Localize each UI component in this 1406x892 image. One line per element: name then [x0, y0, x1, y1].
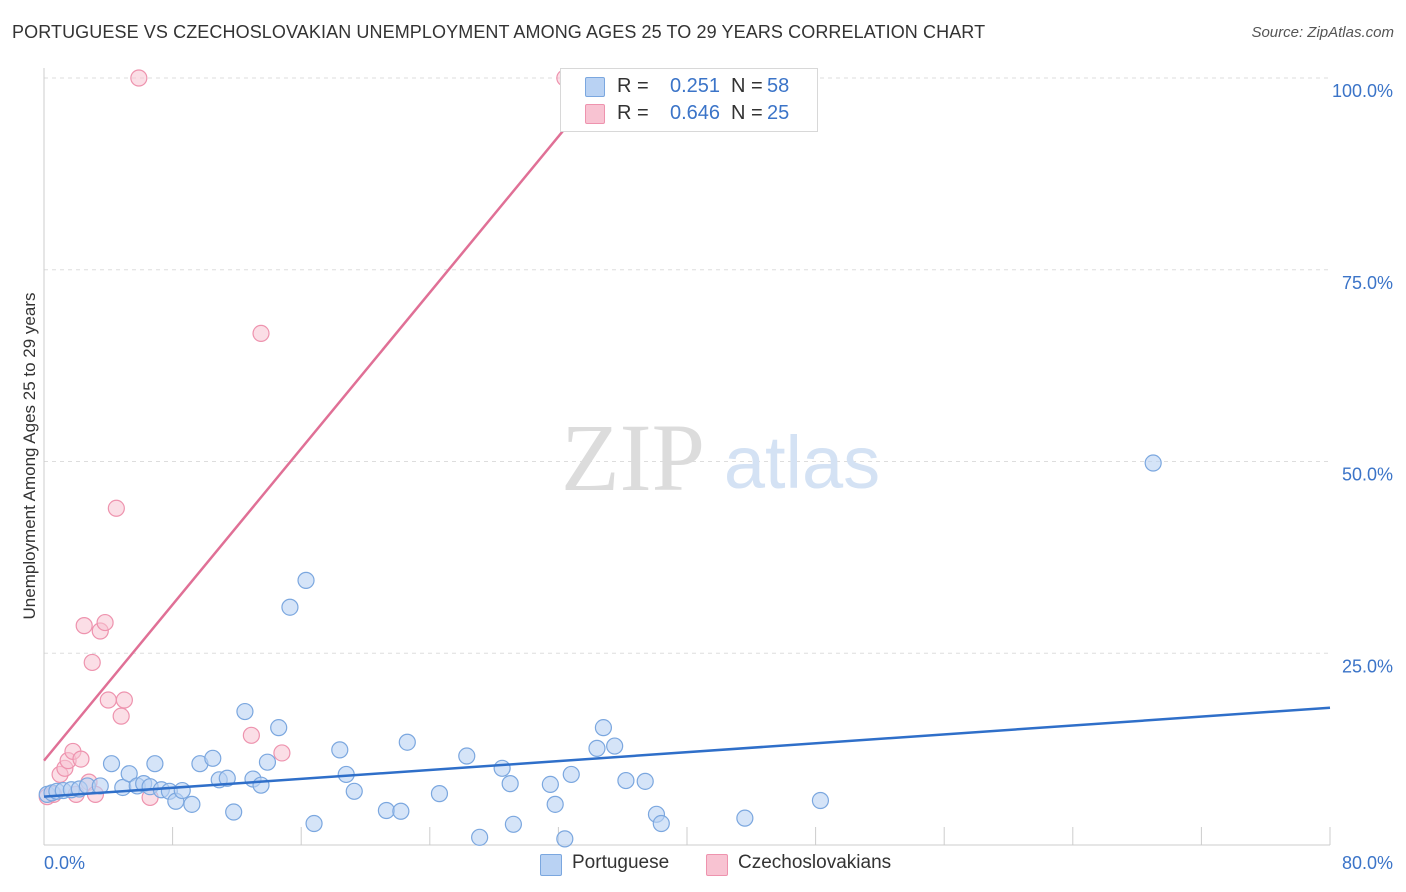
portuguese-point	[556, 830, 574, 848]
portuguese-point	[120, 765, 138, 783]
portuguese-point	[541, 775, 559, 794]
czech-points	[38, 69, 574, 807]
portuguese-point	[504, 815, 522, 833]
trend-lines	[43, 77, 1331, 798]
portuguese-point	[546, 795, 564, 813]
n-label: N =	[731, 102, 763, 124]
r-value: 0.646	[669, 102, 721, 124]
y-tick-label: 100.0%	[1332, 81, 1393, 101]
portuguese-points	[38, 454, 1162, 848]
portuguese-point	[736, 809, 754, 827]
x-tick-label: 0.0%	[44, 853, 85, 873]
r-label: R =	[617, 75, 649, 97]
portuguese-trend-line	[43, 706, 1331, 798]
y-tick-label: 50.0%	[1342, 465, 1393, 485]
portuguese-point	[594, 719, 613, 737]
axes	[43, 68, 1331, 846]
czech-point	[130, 69, 148, 87]
czech-point	[242, 726, 260, 744]
czech-point	[99, 691, 117, 709]
watermark: ZIP atlas	[561, 404, 880, 511]
portuguese-point	[305, 814, 323, 833]
portuguese-point	[102, 755, 121, 773]
x-tick-label: 80.0%	[1342, 853, 1393, 873]
portuguese-point	[270, 719, 288, 737]
portuguese-point	[430, 785, 449, 803]
portuguese-point	[183, 795, 201, 813]
portuguese-point	[398, 733, 416, 751]
czech-point	[115, 691, 133, 709]
portuguese-point	[588, 739, 606, 757]
r-label: R =	[617, 102, 649, 124]
watermark-zip: ZIP	[561, 404, 705, 511]
portuguese-point	[204, 749, 222, 767]
n-label: N =	[731, 75, 763, 97]
portuguese-point	[236, 702, 254, 721]
portuguese-point	[377, 801, 395, 820]
portuguese-point	[652, 814, 670, 833]
portuguese-point	[493, 759, 511, 777]
grid-lines	[44, 77, 1330, 654]
czech-trend-line	[43, 77, 608, 762]
portuguese-point	[345, 782, 363, 800]
tick-labels: 25.0% 50.0% 75.0% 100.0% 0.0% 80.0%	[44, 81, 1393, 873]
portuguese-point	[258, 753, 277, 771]
portuguese-point	[331, 741, 349, 759]
watermark-atlas: atlas	[724, 421, 880, 504]
czech-legend-swatch	[706, 854, 728, 876]
portuguese-point	[146, 755, 164, 773]
portuguese-swatch	[585, 77, 605, 97]
czech-legend-label: Czechoslovakians	[738, 852, 892, 873]
portuguese-point	[252, 776, 270, 794]
correlation-legend: R = 0.251 N = 58 R = 0.646 N = 25	[560, 68, 818, 132]
czech-point	[96, 613, 114, 632]
chart-title: PORTUGUESE VS CZECHOSLOVAKIAN UNEMPLOYME…	[12, 22, 986, 42]
czech-point	[72, 750, 90, 768]
n-value: 58	[767, 75, 790, 97]
y-axis-label: Unemployment Among Ages 25 to 29 years	[20, 292, 39, 620]
source-credit: Source: ZipAtlas.com	[1251, 24, 1394, 41]
portuguese-point	[458, 747, 476, 765]
portuguese-point	[218, 769, 236, 787]
r-value: 0.251	[669, 75, 721, 97]
portuguese-point	[225, 803, 243, 821]
czech-point	[273, 744, 291, 762]
portuguese-point	[281, 598, 299, 616]
portuguese-point	[636, 772, 654, 790]
portuguese-point	[606, 737, 624, 755]
portuguese-point	[811, 791, 830, 810]
czech-point	[75, 617, 93, 635]
czech-swatch	[585, 104, 605, 124]
portuguese-point	[173, 781, 191, 800]
portuguese-point	[562, 765, 580, 784]
portuguese-point	[471, 828, 489, 846]
portuguese-point	[1144, 454, 1162, 472]
czech-point	[252, 324, 270, 343]
czech-point	[83, 653, 101, 672]
n-value: 25	[767, 102, 790, 124]
portuguese-point	[617, 771, 635, 790]
czech-point	[107, 499, 125, 517]
portuguese-legend-label: Portuguese	[572, 852, 670, 873]
y-tick-label: 75.0%	[1342, 273, 1393, 293]
portuguese-point	[297, 571, 315, 589]
y-tick-label: 25.0%	[1342, 656, 1393, 676]
portuguese-point	[501, 775, 519, 793]
portuguese-point	[392, 802, 410, 820]
czech-point	[112, 707, 130, 725]
portuguese-legend-swatch	[540, 854, 562, 876]
